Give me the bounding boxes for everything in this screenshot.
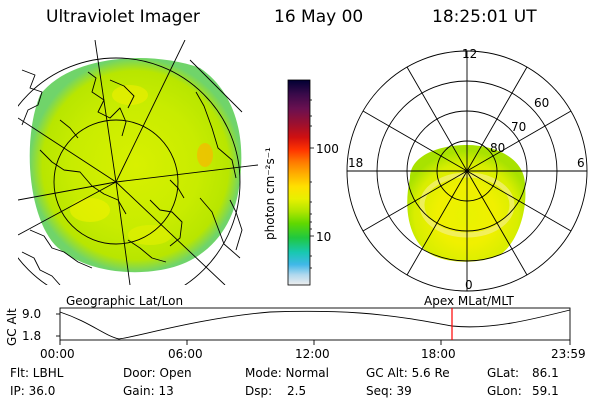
x-tick-0000: 00:00 bbox=[40, 347, 75, 361]
mlat-label-60: 60 bbox=[534, 96, 550, 110]
apex-polar-image bbox=[346, 50, 588, 292]
geographic-image bbox=[18, 40, 258, 285]
gain-status: Gain: 13 bbox=[123, 384, 174, 398]
glon-value: 59.1 bbox=[532, 384, 559, 398]
dsp-label: Dsp: bbox=[245, 384, 273, 398]
colorbar bbox=[287, 79, 311, 286]
geo-grid-arc bbox=[189, 59, 243, 113]
time-label: 18:25:01 UT bbox=[432, 7, 537, 27]
gc-alt-axis-label: GC Alt bbox=[5, 308, 19, 346]
mlat-label-70: 70 bbox=[511, 120, 527, 134]
x-tick-2359: 23:59 bbox=[551, 347, 586, 361]
filter-status: Flt: LBHL bbox=[10, 366, 64, 380]
x-tick-1800: 18:00 bbox=[421, 347, 456, 361]
door-status: Door: Open bbox=[123, 366, 192, 380]
x-tick-1200: 12:00 bbox=[295, 347, 330, 361]
glon-label: GLon: bbox=[487, 384, 522, 398]
mlt-label-0: 0 bbox=[465, 278, 473, 292]
colorbar-tick-10: 10 bbox=[316, 230, 332, 244]
dsp-value: 2.5 bbox=[287, 384, 307, 398]
instrument-title: Ultraviolet Imager bbox=[46, 7, 200, 27]
altitude-timeline bbox=[56, 307, 571, 345]
y-tick-9: 9.0 bbox=[22, 307, 42, 321]
mlat-label-80: 80 bbox=[490, 141, 506, 155]
gc-alt-status: GC Alt: 5.6 Re bbox=[366, 366, 450, 380]
mlt-label-18: 18 bbox=[348, 156, 364, 170]
mlt-label-12: 12 bbox=[462, 47, 478, 61]
y-tick-1-8: 1.8 bbox=[22, 329, 42, 343]
mode-status: Mode: Normal bbox=[245, 366, 329, 380]
date-label: 16 May 00 bbox=[274, 7, 364, 27]
colorbar-tick-100: 100 bbox=[316, 142, 339, 156]
mlt-label-6: 6 bbox=[577, 156, 585, 170]
apex-label: Apex MLat/MLT bbox=[424, 294, 514, 308]
seq-status: Seq: 39 bbox=[366, 384, 412, 398]
glat-value: 86.1 bbox=[532, 366, 559, 380]
ip-status: IP: 36.0 bbox=[10, 384, 56, 398]
geographic-label: Geographic Lat/Lon bbox=[66, 294, 184, 308]
glat-label: GLat: bbox=[487, 366, 520, 380]
colorbar-unit-label: photon cm⁻²s⁻¹ bbox=[263, 147, 277, 240]
x-tick-0600: 06:00 bbox=[168, 347, 203, 361]
